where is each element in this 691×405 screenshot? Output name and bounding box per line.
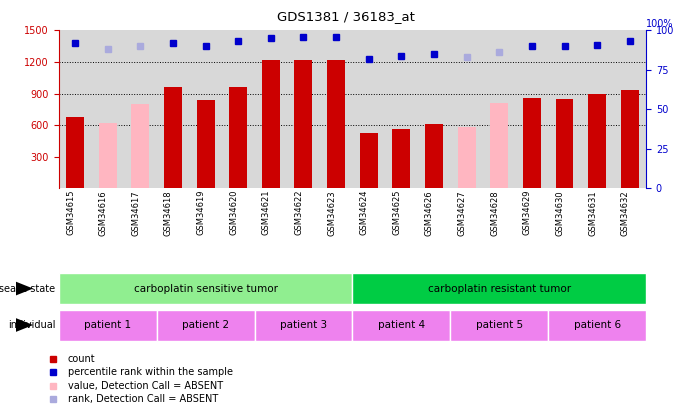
Bar [621, 90, 638, 188]
Text: GSM34618: GSM34618 [164, 190, 173, 236]
Text: carboplatin sensitive tumor: carboplatin sensitive tumor [133, 284, 278, 294]
Polygon shape [16, 282, 33, 296]
Bar [164, 87, 182, 188]
Text: GSM34617: GSM34617 [131, 190, 140, 236]
Text: GSM34629: GSM34629 [523, 190, 532, 235]
Text: GSM34631: GSM34631 [588, 190, 597, 236]
Bar [588, 94, 606, 188]
Text: GSM34621: GSM34621 [262, 190, 271, 235]
Polygon shape [16, 318, 33, 332]
Text: GDS1381 / 36183_at: GDS1381 / 36183_at [276, 10, 415, 23]
Text: GSM34624: GSM34624 [360, 190, 369, 235]
Bar [229, 87, 247, 188]
Text: GSM34616: GSM34616 [99, 190, 108, 236]
Bar [425, 124, 443, 188]
Text: carboplatin resistant tumor: carboplatin resistant tumor [428, 284, 571, 294]
Bar [99, 123, 117, 188]
Text: GSM34619: GSM34619 [196, 190, 206, 235]
Bar [451, 309, 548, 341]
Bar [523, 98, 541, 188]
Bar [548, 309, 646, 341]
Text: disease state: disease state [0, 284, 55, 294]
Text: GSM34632: GSM34632 [621, 190, 630, 236]
Text: patient 3: patient 3 [280, 320, 327, 330]
Bar [66, 117, 84, 188]
Text: GSM34623: GSM34623 [327, 190, 336, 236]
Bar [294, 60, 312, 188]
Text: patient 5: patient 5 [475, 320, 523, 330]
Bar [254, 309, 352, 341]
Text: GSM34622: GSM34622 [294, 190, 303, 235]
Text: GSM34620: GSM34620 [229, 190, 238, 235]
Text: GSM34615: GSM34615 [66, 190, 75, 235]
Bar [352, 309, 451, 341]
Text: 100%: 100% [646, 19, 674, 29]
Text: count: count [68, 354, 95, 364]
Text: percentile rank within the sample: percentile rank within the sample [68, 367, 233, 377]
Text: GSM34625: GSM34625 [392, 190, 401, 235]
Bar [327, 60, 345, 188]
Bar [197, 100, 214, 188]
Text: GSM34630: GSM34630 [556, 190, 565, 236]
Text: GSM34627: GSM34627 [457, 190, 466, 236]
Text: individual: individual [8, 320, 55, 330]
Text: value, Detection Call = ABSENT: value, Detection Call = ABSENT [68, 381, 223, 391]
Text: GSM34628: GSM34628 [490, 190, 499, 236]
Bar [131, 104, 149, 188]
Bar [457, 127, 475, 188]
Bar [262, 60, 280, 188]
Text: patient 1: patient 1 [84, 320, 131, 330]
Bar [392, 129, 410, 188]
Text: GSM34626: GSM34626 [425, 190, 434, 236]
Text: patient 6: patient 6 [574, 320, 621, 330]
Bar [556, 99, 574, 188]
Bar [491, 103, 508, 188]
Text: patient 2: patient 2 [182, 320, 229, 330]
Bar [59, 309, 157, 341]
Bar [352, 273, 646, 304]
Bar [157, 309, 254, 341]
Bar [59, 273, 352, 304]
Text: patient 4: patient 4 [378, 320, 425, 330]
Text: rank, Detection Call = ABSENT: rank, Detection Call = ABSENT [68, 394, 218, 404]
Bar [360, 132, 378, 188]
